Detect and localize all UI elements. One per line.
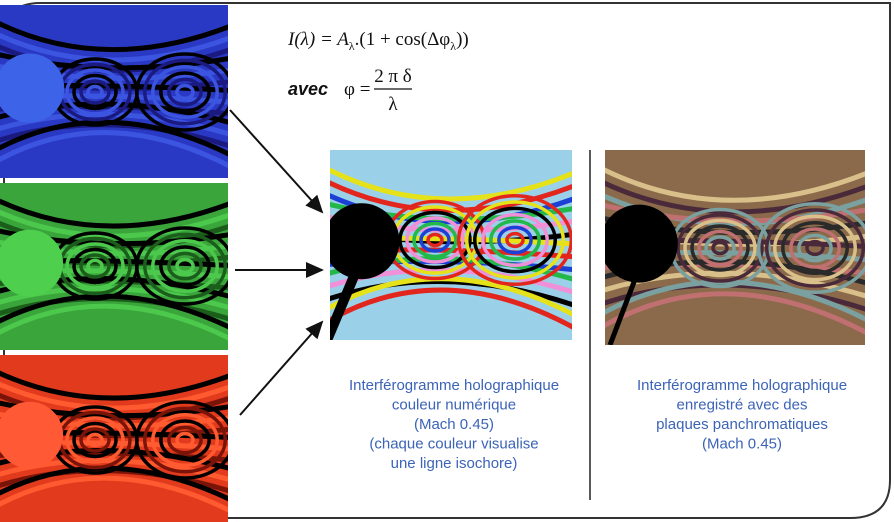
figure: I(λ) = Aλ.(1 + cos(Δφλ)) avec φ = 2 π δ … <box>0 0 894 522</box>
arrow <box>230 110 322 212</box>
arrow <box>240 322 322 415</box>
formula-numerator: 2 π δ <box>374 66 412 87</box>
formula-line: I(λ) = Aλ.(1 + cos(Δφλ)) <box>287 29 469 53</box>
interferogram <box>0 355 248 522</box>
caption-line: une ligne isochore) <box>391 455 518 472</box>
caption-line: Interférogramme holographique <box>637 377 847 394</box>
interferogram <box>310 150 592 345</box>
formula-word: avec <box>288 79 328 99</box>
formula-denominator: λ <box>388 94 398 115</box>
caption-line: (Mach 0.45) <box>702 436 782 453</box>
interferogram <box>0 5 248 178</box>
formula-part: )) <box>456 29 469 50</box>
caption-line: (Mach 0.45) <box>414 416 494 433</box>
formula-part: I(λ) = A <box>287 29 349 50</box>
caption-line: couleur numérique <box>392 397 516 414</box>
caption-line: (chaque couleur visualise <box>369 436 538 453</box>
caption-line: enregistré avec des <box>677 397 808 414</box>
caption-line: Interférogramme holographique <box>349 377 559 394</box>
formula: I(λ) = Aλ.(1 + cos(Δφλ)) avec φ = 2 π δ … <box>287 29 469 115</box>
interferogram <box>0 183 248 350</box>
formula-part: φ = <box>344 79 370 100</box>
interferogram <box>585 150 885 345</box>
formula-part: .(1 + cos(Δφ <box>355 29 451 50</box>
caption-line: plaques panchromatiques <box>656 416 828 433</box>
